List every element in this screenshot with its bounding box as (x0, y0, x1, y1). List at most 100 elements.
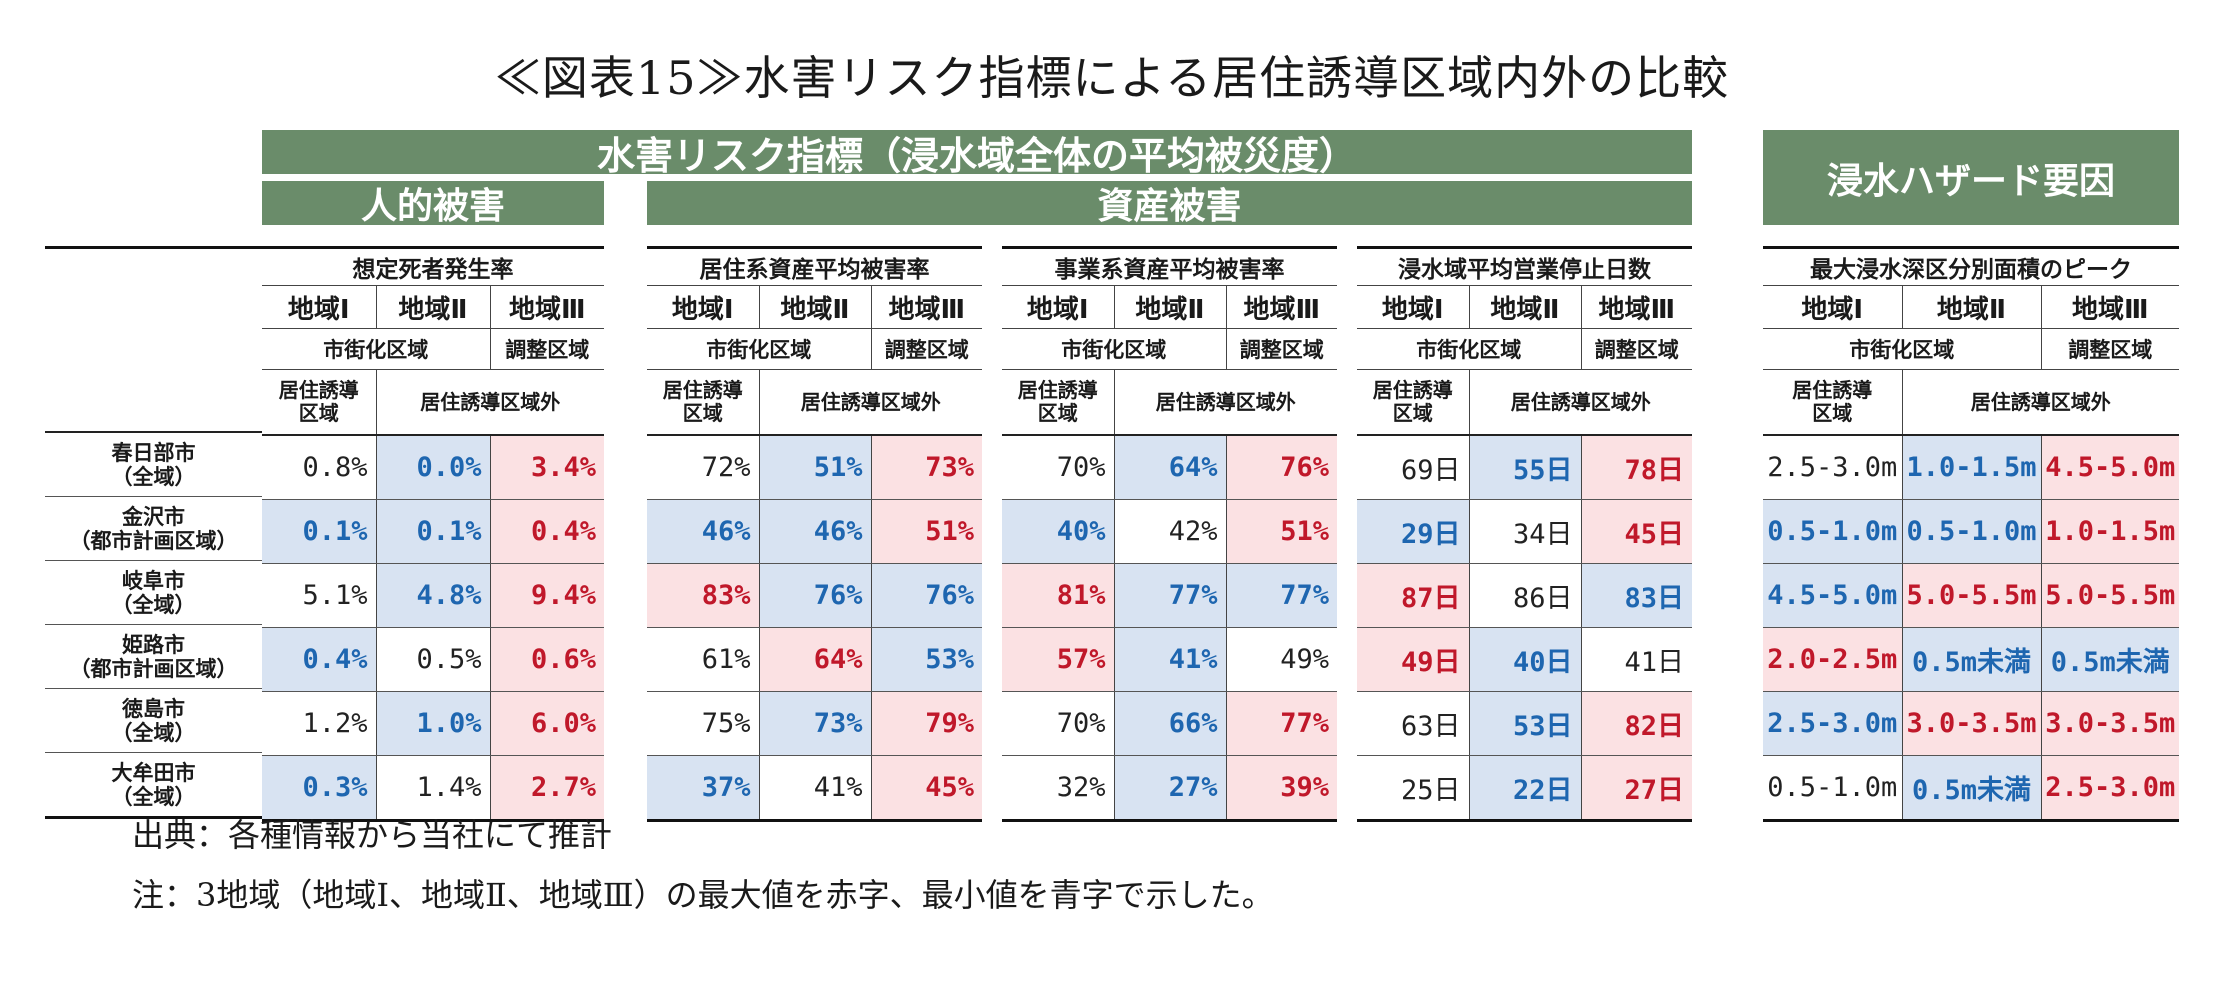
table-cell: 0.5m未満 (1901, 627, 2041, 692)
table-cell: 61% (647, 627, 759, 692)
city-label: 姫路市 （都市計画区域） (45, 624, 262, 689)
inside-zone-label-line1: 居住誘導 (1017, 378, 1098, 402)
table-cell: 2.0-2.5m (1763, 627, 1902, 692)
table-cell: 64% (1113, 435, 1226, 500)
table-cell: 27% (1113, 755, 1226, 822)
table-cell: 0.8% (262, 435, 376, 500)
area-header: 地域Ⅰ (647, 285, 759, 329)
area-header: 地域Ⅱ (1468, 285, 1581, 329)
inside-zone-label-line2: 区域 (1037, 401, 1078, 425)
section-table: 居住系資産平均被害率 地域Ⅰ 地域Ⅱ 地域Ⅲ 市街化区域 調整区域 居住誘導 区域 居住誘導区域… (647, 246, 983, 822)
city-label-column: 春日部市 （全域） 金沢市 （都市計画区域） 岐阜市 （全域） 姫路市 （都市計画区域） 徳島市… (45, 246, 262, 819)
table-cell: 0.4% (489, 499, 605, 564)
table-cell: 37% (647, 755, 759, 822)
table-cell: 0.5m未満 (1901, 755, 2041, 822)
table-cell: 77% (1225, 563, 1338, 628)
table-cell: 22日 (1468, 755, 1581, 822)
section-table: 想定死者発生率 地域Ⅰ 地域Ⅱ 地域Ⅲ 市街化区域 調整区域 居住誘導 区域 居住誘導区域外 0.… (262, 246, 605, 822)
adjust-header: 調整区域 (1580, 328, 1693, 370)
area-header: 地域Ⅱ (758, 285, 871, 329)
table-cell: 83日 (1580, 563, 1693, 628)
inside-zone-label-line1: 居住誘導 (278, 378, 359, 402)
table-cell: 78日 (1580, 435, 1693, 500)
table-cell: 40% (1002, 499, 1114, 564)
table-cell: 1.0% (375, 691, 490, 756)
row-label-header (45, 246, 262, 433)
table-cell: 0.5-1.0m (1763, 755, 1902, 822)
area-header: 地域Ⅰ (262, 285, 376, 329)
city-scope: （全域） (111, 464, 196, 489)
page-title: ≪図表15≫水害リスク指標による居住誘導区域内外の比較 (494, 51, 1730, 105)
table-cell: 0.4% (262, 627, 376, 692)
city-scope: （全域） (111, 784, 196, 809)
table-cell: 29日 (1357, 499, 1469, 564)
adjust-header: 調整区域 (489, 328, 605, 370)
table-cell: 27日 (1580, 755, 1693, 822)
inside-zone-label-line1: 居住誘導 (1792, 378, 1873, 402)
urbanization-header: 市街化区域 (1357, 328, 1581, 370)
table-cell: 32% (1002, 755, 1114, 822)
area-header: 地域Ⅲ (2040, 285, 2180, 329)
table-cell: 49日 (1357, 627, 1469, 692)
table-cell: 0.1% (375, 499, 490, 564)
table-cell: 51% (870, 499, 983, 564)
table-cell: 9.4% (489, 563, 605, 628)
area-header: 地域Ⅰ (1763, 285, 1902, 329)
table-cell: 57% (1002, 627, 1114, 692)
table-cell: 39% (1225, 755, 1338, 822)
table-cell: 4.5-5.0m (2040, 435, 2180, 500)
city-label: 春日部市 （全域） (45, 432, 262, 497)
table-cell: 69日 (1357, 435, 1469, 500)
city-label: 徳島市 （全域） (45, 688, 262, 753)
area-header: 地域Ⅲ (489, 285, 605, 329)
table-cell: 3.0-3.5m (1901, 691, 2041, 756)
table-cell: 45日 (1580, 499, 1693, 564)
table-cell: 46% (647, 499, 759, 564)
area-header: 地域Ⅲ (1225, 285, 1338, 329)
city-scope: （全域） (111, 592, 196, 617)
table-cell: 1.0-1.5m (1901, 435, 2041, 500)
table-cell: 70% (1002, 691, 1114, 756)
outside-zone-header: 居住誘導区域外 (375, 369, 605, 436)
section-table: 浸水域平均営業停止日数 地域Ⅰ 地域Ⅱ 地域Ⅲ 市街化区域 調整区域 居住誘導 区域 居住誘導区… (1357, 246, 1693, 822)
section-title: 最大浸水深区分別面積のピーク (1763, 246, 2180, 286)
adjust-header: 調整区域 (1225, 328, 1338, 370)
table-cell: 51% (758, 435, 871, 500)
table-cell: 2.5-3.0m (1763, 435, 1902, 500)
table-cell: 0.5% (375, 627, 490, 692)
table-cell: 76% (758, 563, 871, 628)
inside-zone-label-line1: 居住誘導 (662, 378, 743, 402)
table-cell: 6.0% (489, 691, 605, 756)
table-cell: 5.0-5.5m (2040, 563, 2180, 628)
table-cell: 77% (1225, 691, 1338, 756)
table-cell: 4.5-5.0m (1763, 563, 1902, 628)
table-cell: 0.6% (489, 627, 605, 692)
inside-zone-label-line2: 区域 (682, 401, 723, 425)
area-header: 地域Ⅲ (1580, 285, 1693, 329)
table-cell: 25日 (1357, 755, 1469, 822)
city-name: 金沢市 (122, 504, 185, 529)
adjust-header: 調整区域 (870, 328, 983, 370)
table-cell: 77% (1113, 563, 1226, 628)
area-header: 地域Ⅱ (1901, 285, 2041, 329)
table-cell: 4.8% (375, 563, 490, 628)
inside-zone-label-line2: 区域 (1392, 401, 1433, 425)
outside-zone-header: 居住誘導区域外 (1468, 369, 1693, 436)
adjust-header: 調整区域 (2040, 328, 2180, 370)
table-cell: 1.0-1.5m (2040, 499, 2180, 564)
city-label: 岐阜市 （全域） (45, 560, 262, 625)
inside-zone-header: 居住誘導 区域 (647, 369, 759, 436)
area-header: 地域Ⅰ (1002, 285, 1114, 329)
inside-zone-label-line2: 区域 (1812, 401, 1853, 425)
table-cell: 64% (758, 627, 871, 692)
inside-zone-label-line2: 区域 (298, 401, 339, 425)
table-cell: 0.5-1.0m (1901, 499, 2041, 564)
table-cell: 41% (758, 755, 871, 822)
table-cell: 81% (1002, 563, 1114, 628)
table-cell: 63日 (1357, 691, 1469, 756)
area-header: 地域Ⅲ (870, 285, 983, 329)
outside-zone-header: 居住誘導区域外 (758, 369, 983, 436)
table-cell: 53% (870, 627, 983, 692)
table-cell: 82日 (1580, 691, 1693, 756)
color-legend-note: 注：3地域（地域Ⅰ、地域Ⅱ、地域Ⅲ）の最大値を赤字、最小値を青字で示した。 (132, 876, 1274, 914)
